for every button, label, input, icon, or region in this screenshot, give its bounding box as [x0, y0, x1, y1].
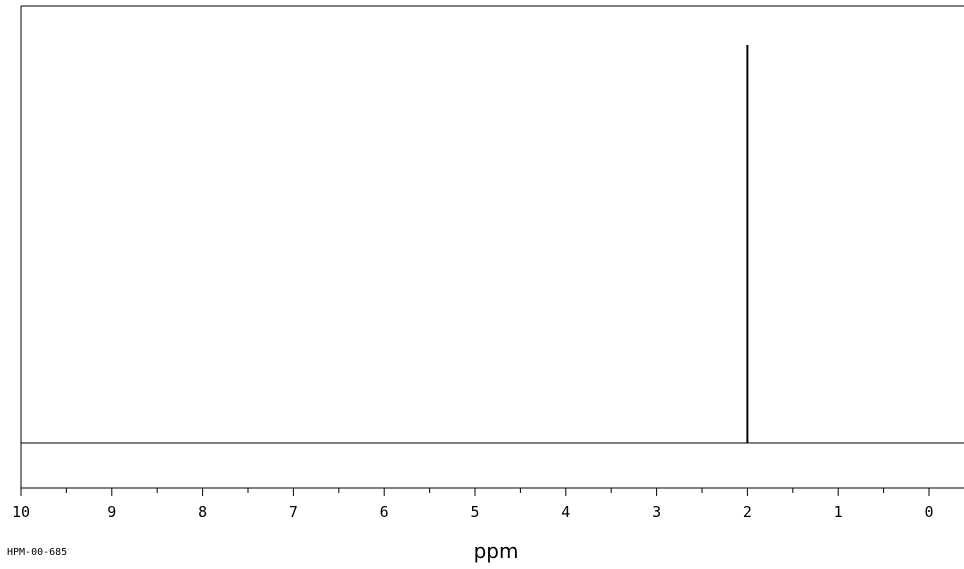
x-axis-title: ppm [474, 539, 519, 563]
spectrum-id-label: HPM-00-685 [7, 547, 67, 558]
x-tick-label: 5 [470, 503, 479, 521]
x-tick-label: 9 [107, 503, 116, 521]
x-axis-ticks [20, 488, 930, 496]
x-tick-label: 8 [198, 503, 207, 521]
x-axis-tick-labels: 10 9 8 7 6 5 4 3 2 1 0 [12, 503, 934, 521]
x-tick-label: 10 [12, 503, 30, 521]
x-tick-label: 2 [743, 503, 752, 521]
x-tick-label: 3 [652, 503, 661, 521]
x-tick-label: 4 [561, 503, 570, 521]
x-tick-label: 1 [834, 503, 843, 521]
x-tick-label: 7 [289, 503, 298, 521]
x-tick-label: 6 [380, 503, 389, 521]
x-tick-label: 0 [924, 503, 933, 521]
